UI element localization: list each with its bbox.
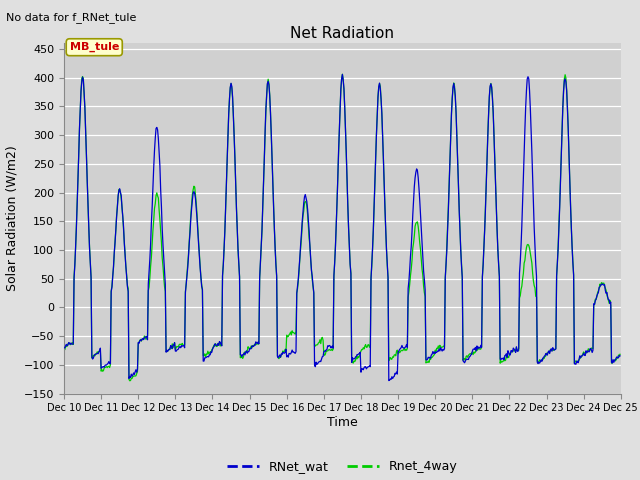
Text: MB_tule: MB_tule	[70, 42, 119, 52]
Legend: RNet_wat, Rnet_4way: RNet_wat, Rnet_4way	[223, 456, 462, 479]
Title: Net Radiation: Net Radiation	[291, 25, 394, 41]
X-axis label: Time: Time	[327, 416, 358, 429]
Y-axis label: Solar Radiation (W/m2): Solar Radiation (W/m2)	[5, 145, 19, 291]
Text: No data for f_RNet_tule: No data for f_RNet_tule	[6, 12, 137, 23]
